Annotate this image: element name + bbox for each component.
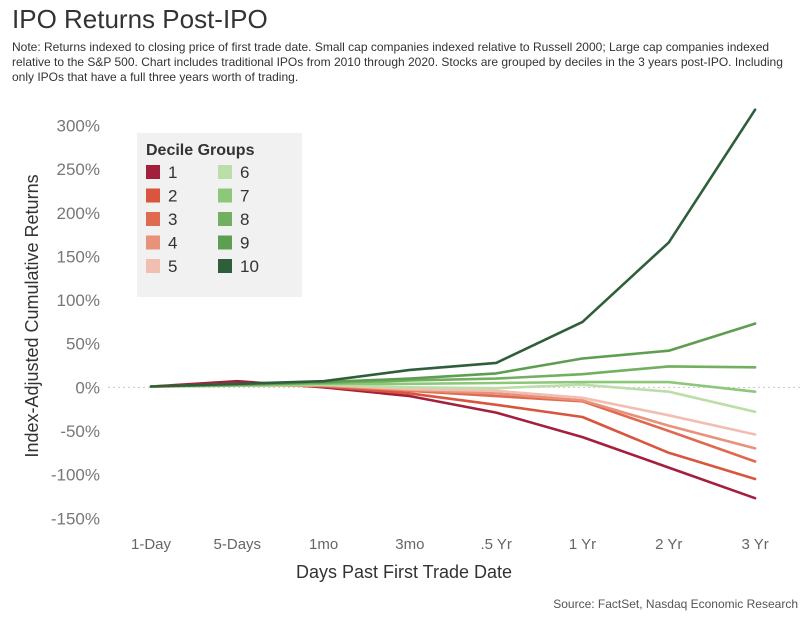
legend-swatch-10 [218,259,232,273]
legend-swatch-3 [146,212,160,226]
legend-label-2: 2 [168,187,177,206]
legend-swatch-2 [146,188,160,203]
x-tick-label: 5-Days [214,536,262,553]
y-tick-label: 100% [57,291,100,310]
y-tick-label: 150% [57,247,100,266]
legend-label-8: 8 [240,210,249,229]
y-tick-label: 200% [57,204,100,223]
x-tick-label: 3mo [395,536,424,553]
legend: Decile Groups 1 2 3 4 5 6 7 8 9 10 [137,133,302,297]
x-axis-title: Days Past First Trade Date [296,562,512,582]
legend-label-3: 3 [168,210,177,229]
legend-swatch-1 [146,165,160,179]
series-line-decile-4 [149,384,757,450]
legend-swatch-8 [218,212,232,226]
x-tick-label: 1 Yr [569,536,596,553]
legend-title: Decile Groups [146,142,255,159]
y-tick-label: -100% [51,466,100,485]
x-tick-label: .5 Yr [480,536,511,553]
legend-label-9: 9 [240,234,249,253]
y-tick-label: 250% [57,160,100,179]
x-tick-label: 3 Yr [741,536,768,553]
y-axis-title: Index-Adjusted Cumulative Returns [22,174,42,457]
x-tick-label: 1-Day [131,536,172,553]
legend-label-4: 4 [168,234,177,253]
x-tick-label: 1mo [309,536,338,553]
source-note: Source: FactSet, Nasdaq Economic Researc… [553,597,798,611]
y-tick-label: 300% [57,116,100,135]
x-tick-label: 2 Yr [655,536,682,553]
legend-label-10: 10 [240,257,259,276]
series-line-decile-10 [149,108,757,388]
legend-swatch-6 [218,165,232,179]
legend-swatch-4 [146,235,160,250]
series-line-decile-9 [149,322,757,388]
legend-label-1: 1 [168,163,177,182]
legend-swatch-9 [218,235,232,250]
legend-label-5: 5 [168,257,177,276]
legend-swatch-5 [146,259,160,273]
y-tick-label: 0% [75,378,100,397]
legend-swatch-7 [218,188,232,203]
y-tick-label: -150% [51,509,100,528]
y-tick-label: 50% [66,335,100,354]
legend-label-6: 6 [240,163,249,182]
legend-label-7: 7 [240,187,249,206]
y-tick-label: -50% [60,422,100,441]
chart-title: IPO Returns Post-IPO [12,4,268,34]
chart-note: Note: Returns indexed to closing price o… [12,40,783,84]
